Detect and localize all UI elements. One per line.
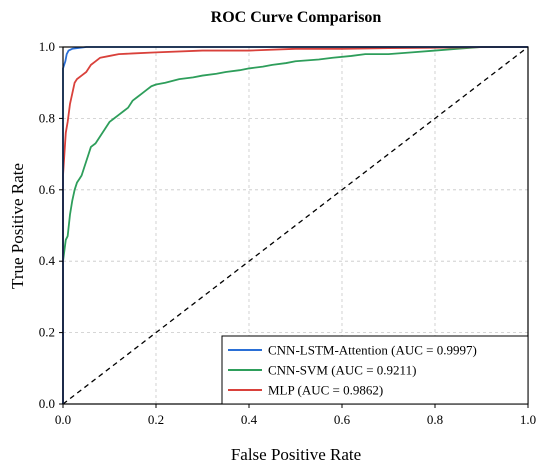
x-tick-label: 1.0: [520, 412, 536, 427]
x-axis-title: False Positive Rate: [231, 445, 361, 464]
legend-label: CNN-SVM (AUC = 0.9211): [268, 363, 416, 378]
y-tick-label: 0.4: [39, 253, 56, 268]
y-tick-label: 1.0: [39, 39, 55, 54]
x-tick-label: 0.4: [241, 412, 258, 427]
axis-ticks: 0.0 0.2 0.4 0.6 0.8 1.0 0.0 0.2 0.4 0.6 0.8 1.0: [39, 39, 536, 427]
chart-title: ROC Curve Comparison: [211, 9, 382, 26]
y-axis-title: True Positive Rate: [8, 163, 27, 289]
legend-label: MLP (AUC = 0.9862): [268, 383, 383, 398]
y-tick-label: 0.0: [39, 396, 55, 411]
series-line-1: [62, 46, 528, 404]
series-line-2: [62, 46, 528, 404]
y-tick-label: 0.6: [39, 182, 56, 197]
y-tick-label: 0.2: [39, 325, 55, 340]
legend-label: CNN-LSTM-Attention (AUC = 0.9997): [268, 343, 477, 358]
legend: CNN-LSTM-Attention (AUC = 0.9997) CNN-SVM…: [221, 335, 529, 405]
x-tick-label: 0.2: [148, 412, 164, 427]
x-tick-label: 0.0: [55, 412, 71, 427]
x-tick-label: 0.8: [427, 412, 443, 427]
legend-box: [221, 335, 529, 405]
x-tick-label: 0.6: [334, 412, 351, 427]
y-tick-label: 0.8: [39, 110, 55, 125]
random-classifier-diagonal: [62, 46, 529, 405]
